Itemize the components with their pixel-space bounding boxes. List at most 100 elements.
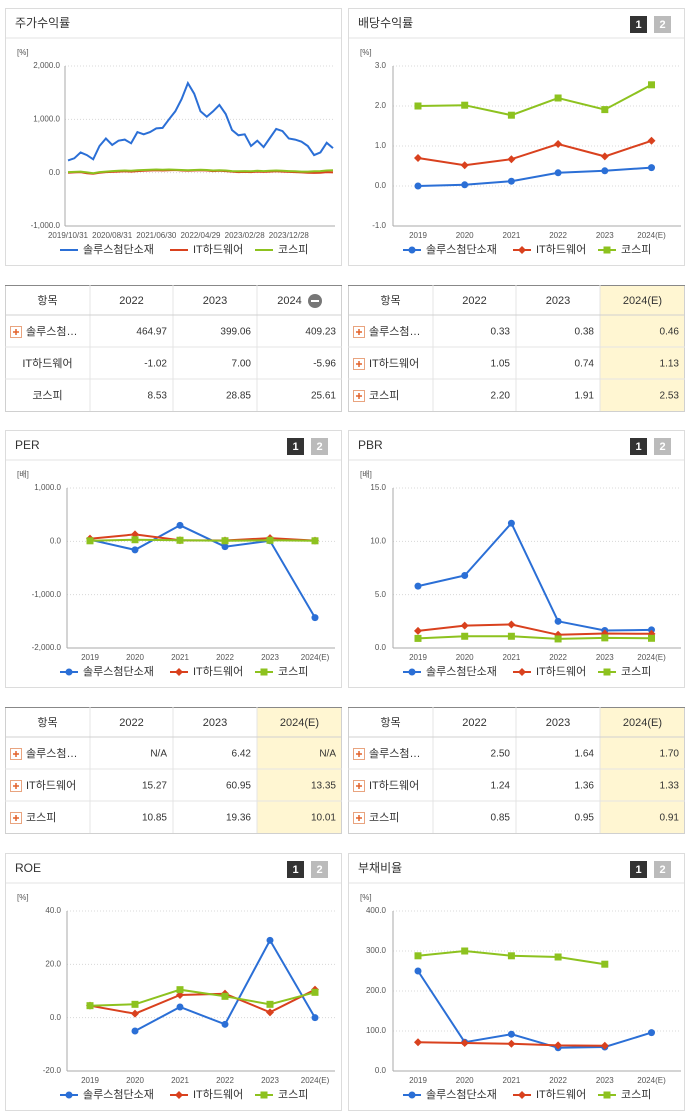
point [554, 140, 563, 148]
x-tick-label: 2020 [126, 1076, 144, 1085]
value-cell: 1.64 [575, 749, 595, 760]
header-cell: 2024 [277, 295, 301, 307]
legend-label: IT하드웨어 [536, 1087, 586, 1101]
point [554, 635, 562, 643]
x-tick-label: 2020 [126, 653, 144, 662]
x-tick-label: 2024(E) [637, 231, 666, 240]
x-tick-label: 2022 [216, 653, 234, 662]
point [175, 1091, 183, 1099]
pager-label: 2 [316, 441, 322, 453]
pager-button[interactable] [654, 16, 671, 33]
series-line [417, 623, 652, 636]
point [221, 543, 229, 551]
series-line [417, 635, 652, 640]
point [600, 1041, 609, 1050]
header-cell: 2022 [462, 295, 486, 307]
row-label: 코스피 [369, 389, 399, 402]
unit-label: [%] [17, 893, 29, 902]
series-line [89, 988, 316, 1015]
point [600, 152, 609, 161]
legend-label: 솔루스첨단소재 [83, 665, 154, 678]
pager-button[interactable] [630, 16, 647, 33]
x-tick-label: 2022 [549, 231, 567, 240]
value-cell: 1.33 [660, 781, 680, 792]
series-line [89, 538, 316, 542]
point [65, 668, 73, 676]
x-tick-label: 2022 [216, 1076, 234, 1085]
y-tick-label: 0.0 [50, 536, 62, 545]
header-cell: 2023 [203, 717, 227, 729]
point [131, 1000, 139, 1008]
pager-button[interactable] [630, 861, 647, 878]
pager-button[interactable] [287, 861, 304, 878]
x-tick-label: 2021 [503, 1076, 521, 1085]
series-line [67, 80, 334, 162]
value-cell: 0.74 [575, 359, 595, 370]
value-cell: 1.36 [575, 781, 595, 792]
y-tick-label: 200.0 [366, 986, 387, 995]
panel [348, 430, 685, 688]
value-cell: 1.24 [491, 781, 511, 792]
point [507, 632, 515, 640]
x-tick-label: 2022/04/29 [180, 231, 221, 240]
pager-button[interactable] [654, 438, 671, 455]
series-line [417, 139, 652, 167]
pager-button[interactable] [654, 861, 671, 878]
header-cell: 2022 [119, 717, 143, 729]
row-label: 솔루스첨… [369, 747, 420, 760]
pager-button[interactable] [311, 438, 328, 455]
y-tick-label: -1.0 [372, 221, 386, 230]
point [507, 1039, 516, 1048]
panel [5, 430, 342, 688]
y-tick-label: 2,000.0 [33, 61, 60, 70]
value-cell: 0.91 [660, 813, 680, 824]
point [266, 1000, 274, 1008]
panel [348, 853, 685, 1111]
point [507, 111, 515, 119]
point [461, 181, 469, 189]
legend-label: 코스피 [278, 243, 308, 256]
y-tick-label: 10.0 [370, 536, 386, 545]
point [648, 81, 655, 89]
y-tick-label: -1,000.0 [32, 590, 62, 599]
point [601, 960, 609, 968]
point [554, 169, 562, 177]
value-cell: 1.05 [491, 359, 511, 370]
value-cell: 399.06 [220, 327, 251, 338]
point [414, 952, 422, 960]
row-label: IT하드웨어 [26, 778, 76, 792]
point [647, 136, 656, 145]
point [461, 632, 469, 640]
pager-button[interactable] [287, 438, 304, 455]
pager-button[interactable] [630, 438, 647, 455]
pager-label: 2 [316, 864, 322, 876]
point [518, 1091, 526, 1099]
point [260, 1091, 268, 1099]
value-cell: 1.70 [660, 749, 680, 760]
y-tick-label: 40.0 [45, 906, 61, 915]
pager-label: 2 [659, 19, 665, 31]
value-cell: 2.53 [660, 391, 680, 402]
point [311, 1014, 319, 1022]
header-cell: 항목 [37, 716, 57, 729]
point [86, 537, 94, 545]
point [311, 537, 319, 545]
x-tick-label: 2022 [549, 1076, 567, 1085]
value-cell: 19.36 [226, 813, 251, 824]
pager-label: 1 [635, 864, 641, 876]
pager-button[interactable] [311, 861, 328, 878]
y-tick-label: 0.0 [375, 1066, 387, 1075]
chart-title: PER [15, 438, 40, 452]
panel [5, 8, 342, 266]
header-cell: 항목 [380, 294, 400, 307]
x-tick-label: 2021 [503, 653, 521, 662]
header-cell: 2023 [203, 295, 227, 307]
y-tick-label: -1,000.0 [31, 221, 61, 230]
x-tick-label: 2019/10/31 [48, 231, 89, 240]
value-cell: 6.42 [232, 749, 252, 760]
y-tick-label: 1.0 [375, 141, 387, 150]
x-tick-label: 2023 [261, 1076, 279, 1085]
y-tick-label: 1,000.0 [33, 114, 60, 123]
point [131, 1009, 139, 1018]
point [414, 1038, 422, 1047]
